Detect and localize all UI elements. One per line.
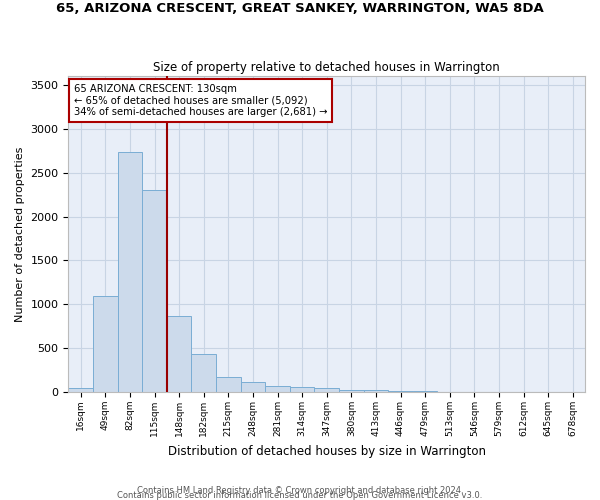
Title: Size of property relative to detached houses in Warrington: Size of property relative to detached ho…	[154, 60, 500, 74]
Y-axis label: Number of detached properties: Number of detached properties	[15, 146, 25, 322]
Text: 65 ARIZONA CRESCENT: 130sqm
← 65% of detached houses are smaller (5,092)
34% of : 65 ARIZONA CRESCENT: 130sqm ← 65% of det…	[74, 84, 327, 117]
Bar	[388, 391, 413, 392]
Bar	[339, 390, 364, 392]
Bar	[290, 388, 314, 392]
Bar	[314, 388, 339, 392]
Text: Contains public sector information licensed under the Open Government Licence v3: Contains public sector information licen…	[118, 491, 482, 500]
Bar	[265, 386, 290, 392]
Bar	[167, 316, 191, 392]
Text: Contains HM Land Registry data © Crown copyright and database right 2024.: Contains HM Land Registry data © Crown c…	[137, 486, 463, 495]
Bar	[216, 377, 241, 392]
Bar	[118, 152, 142, 392]
Text: 65, ARIZONA CRESCENT, GREAT SANKEY, WARRINGTON, WA5 8DA: 65, ARIZONA CRESCENT, GREAT SANKEY, WARR…	[56, 2, 544, 16]
X-axis label: Distribution of detached houses by size in Warrington: Distribution of detached houses by size …	[168, 444, 486, 458]
Bar	[93, 296, 118, 392]
Bar	[364, 390, 388, 392]
Bar	[191, 354, 216, 392]
Bar	[142, 190, 167, 392]
Bar	[68, 388, 93, 392]
Bar	[241, 382, 265, 392]
